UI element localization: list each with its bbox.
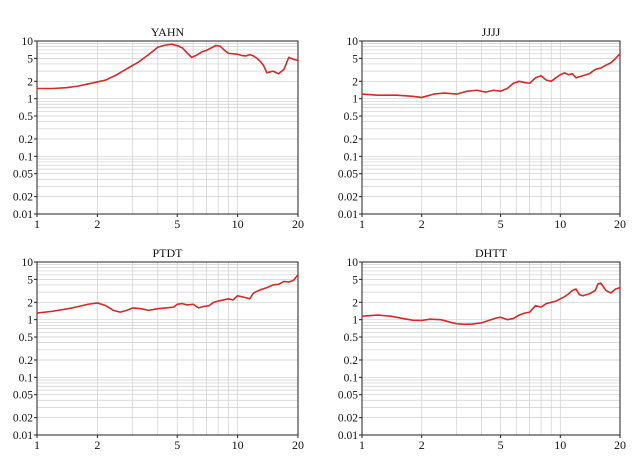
y-tick-label: 0.01 [338,209,358,221]
x-tick-label: 5 [498,217,504,231]
chart-title: JJJJ [482,25,501,39]
plot-frame [36,261,299,436]
y-tick-label: 10 [22,36,34,48]
plot-area [362,41,620,214]
y-tick-label: 0.1 [19,372,34,384]
x-tick-label: 1 [34,438,40,452]
x-tick-label: 10 [232,217,244,231]
chart-title: PTDT [153,246,184,260]
plot-frame [361,261,621,436]
gridlines [361,261,621,436]
y-tick-label: 0.5 [19,111,34,123]
x-tick-label: 20 [614,217,626,231]
y-tick-label: 0.1 [19,151,34,163]
y-tick-label: 0.02 [13,413,33,425]
y-tick-label: 0.2 [344,355,359,367]
y-tick-label: 0.05 [13,169,33,181]
x-tick-label: 1 [359,438,365,452]
x-tick-label: 2 [94,438,100,452]
x-tick-label: 5 [174,217,180,231]
y-tick-label: 0.1 [344,372,359,384]
x-tick-label: 5 [498,438,504,452]
series-line [36,273,299,314]
y-tick-label: 2 [352,76,358,88]
series-line [36,43,299,90]
chart-panel-4: 0.01 0.02 0.05 0.1 0.2 0.5 1 2 5 10 1 2 5 10 20 DHTT [338,246,626,452]
y-tick-label: 0.01 [13,209,33,221]
chart-panel-2: 0.01 0.02 0.05 0.1 0.2 0.5 1 2 5 10 1 2 5 10 20 JJJJ [338,25,626,231]
plot-area [37,41,298,214]
y-tick-label: 1 [27,94,33,106]
y-tick-label: 0.1 [344,151,359,163]
y-tick-label: 10 [22,257,34,269]
y-tick-label: 0.2 [344,134,359,146]
y-tick-label: 10 [347,257,359,269]
chart-title: DHTT [475,246,508,260]
x-tick-label: 10 [554,217,566,231]
series-line [361,52,621,99]
chart-panel-3: 0.01 0.02 0.05 0.1 0.2 0.5 1 2 5 10 1 2 5 10 20 PTDT [13,246,304,452]
y-tick-label: 1 [352,94,358,106]
y-tick-label: 5 [352,53,358,65]
y-tick-label: 0.01 [13,430,33,442]
x-tick-label: 10 [554,438,566,452]
y-tick-label: 2 [352,297,358,309]
y-tick-label: 0.05 [13,390,33,402]
x-tick-label: 10 [232,438,244,452]
y-tick-label: 5 [27,274,33,286]
y-tick-label: 2 [27,297,33,309]
y-tick-label: 0.01 [338,430,358,442]
series-line [361,282,621,326]
y-tick-label: 0.5 [344,332,359,344]
chart-panel-1: 0.01 0.02 0.05 0.1 0.2 0.5 1 2 5 10 1 2 5 10 20 YAHN [13,25,304,231]
y-tick-label: 0.5 [19,332,34,344]
y-tick-label: 1 [352,315,358,327]
y-tick-label: 2 [27,76,33,88]
plot-area [362,262,620,435]
y-tick-label: 0.5 [344,111,359,123]
x-tick-label: 2 [94,217,100,231]
y-tick-label: 0.2 [19,134,34,146]
x-tick-label: 2 [419,217,425,231]
x-tick-label: 2 [419,438,425,452]
x-tick-label: 1 [34,217,40,231]
y-tick-label: 0.02 [338,413,358,425]
y-tick-label: 0.05 [338,390,358,402]
chart-title: YAHN [151,25,185,39]
x-tick-label: 1 [359,217,365,231]
x-tick-label: 20 [292,217,304,231]
y-tick-label: 0.02 [13,192,33,204]
x-tick-label: 20 [614,438,626,452]
y-tick-label: 5 [27,53,33,65]
y-tick-label: 0.05 [338,169,358,181]
x-tick-label: 5 [174,438,180,452]
y-tick-label: 10 [347,36,359,48]
plot-frame [36,40,299,215]
plot-frame [361,40,621,215]
plot-area [37,262,298,435]
y-tick-label: 1 [27,315,33,327]
y-tick-label: 5 [352,274,358,286]
x-tick-label: 20 [292,438,304,452]
y-tick-label: 0.02 [338,192,358,204]
y-tick-label: 0.2 [19,355,34,367]
